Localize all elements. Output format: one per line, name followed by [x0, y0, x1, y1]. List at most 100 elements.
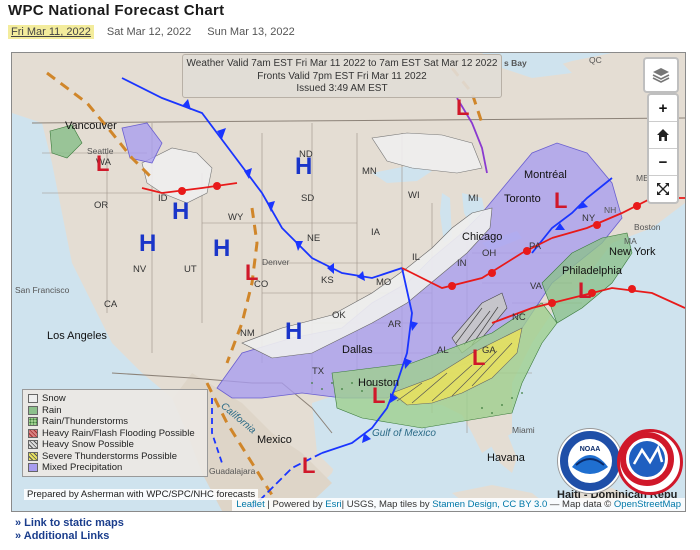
tab-sat[interactable]: Sat Mar 12, 2022 [106, 26, 192, 38]
state-mn: MN [362, 166, 377, 177]
severe-area [391, 327, 523, 406]
state-nd: ND [299, 149, 313, 160]
state-ar: AR [388, 319, 402, 330]
severe-hatch [396, 342, 513, 404]
label-new-york: New York [609, 246, 656, 258]
legend-item: Rain/Thunderstorms [28, 416, 202, 428]
bottom-links: » Link to static maps » Additional Links [15, 517, 124, 543]
legend-swatch [28, 440, 38, 450]
state-ca: CA [104, 299, 118, 310]
label-guadalajara: Guadalajara [209, 466, 256, 476]
noaa-logo[interactable]: NOAA [558, 429, 622, 493]
hudson-bay [482, 53, 572, 78]
legend-swatch [28, 417, 38, 427]
stamen-link[interactable]: Stamen Design, [432, 499, 500, 510]
state-me: ME [636, 173, 649, 183]
label-vancouver: Vancouver [65, 120, 117, 132]
label-qc: QC [589, 55, 602, 65]
legend-swatch [28, 463, 38, 473]
lake-michigan [440, 193, 452, 243]
zoom-out-button[interactable]: − [649, 149, 677, 176]
layers-button[interactable] [643, 57, 679, 93]
state-ia: IA [371, 227, 380, 238]
low-center-wa: L [96, 151, 110, 176]
cold-front-barbs [182, 99, 588, 443]
low-center-ny: L [554, 188, 568, 213]
state-tx: TX [312, 366, 325, 377]
additional-links-link[interactable]: » Additional Links [15, 530, 110, 542]
map-controls: + − [647, 93, 679, 204]
valid-line-1: Weather Valid 7am EST Fri Mar 11 2022 to… [186, 58, 498, 69]
state-pa: PA [529, 241, 541, 252]
home-icon [657, 129, 669, 141]
attribution-data: — Map data © [549, 499, 612, 510]
label-dallas: Dallas [342, 344, 373, 356]
state-co: CO [254, 279, 269, 290]
state-in: IN [457, 258, 467, 269]
static-maps-link[interactable]: » Link to static maps [15, 517, 124, 529]
low-center-ga: L [472, 345, 486, 370]
label-san-francisco: San Francisco [15, 285, 70, 295]
cc-link[interactable]: CC BY 3.0 [502, 499, 548, 510]
tab-sun[interactable]: Sun Mar 13, 2022 [207, 26, 295, 38]
state-ne: NE [307, 233, 321, 244]
attribution-usgs: | USGS, Map tiles by [341, 499, 430, 510]
snow-area-upper-midwest [371, 132, 483, 174]
label-mexico: Mexico [257, 434, 292, 446]
valid-line-3: Issued 3:49 AM EST [296, 83, 388, 94]
nws-logo[interactable] [617, 429, 683, 495]
rain-area-northwest [49, 124, 83, 159]
snow-area-great-lakes [241, 207, 493, 359]
troughs [46, 67, 484, 504]
low-center-mx: L [302, 453, 316, 478]
high-center-ut: H [213, 235, 231, 262]
map-attribution: Leaflet | Powered by Esri| USGS, Map til… [232, 498, 685, 511]
low-center-mi: L [456, 95, 470, 120]
osm-link[interactable]: OpenStreetMap [613, 499, 681, 510]
state-al: AL [437, 345, 449, 356]
state-wi: WI [408, 190, 420, 201]
state-ks: KS [321, 275, 334, 286]
forecast-map[interactable]: Vancouver Seattle San Francisco Los Ange… [11, 52, 686, 512]
state-or: OR [94, 200, 109, 211]
prepared-by: Prepared by Asherman with WPC/SPC/NHC fo… [24, 489, 259, 500]
legend-swatch [28, 428, 38, 438]
label-seattle: Seattle [87, 146, 114, 156]
label-havana: Havana [487, 452, 525, 464]
legend-label: Severe Thunderstorms Possible [42, 450, 177, 462]
legend-swatch [28, 451, 38, 461]
leaflet-link[interactable]: Leaflet [236, 499, 265, 510]
state-ut: UT [184, 264, 197, 275]
fullscreen-icon [657, 183, 669, 195]
label-los-angeles: Los Angeles [47, 330, 107, 342]
label-miami: Miami [512, 425, 535, 435]
state-oh: OH [482, 248, 497, 259]
legend-item: Severe Thunderstorms Possible [28, 451, 202, 463]
zoom-in-button[interactable]: + [649, 95, 677, 122]
label-philadelphia: Philadelphia [562, 265, 622, 277]
legend-label: Mixed Precipitation [42, 462, 123, 474]
state-ga: GA [482, 345, 496, 356]
map-legend: Snow Rain Rain/Thunderstorms Heavy Rain/… [22, 389, 208, 477]
esri-link[interactable]: Esri [325, 499, 342, 510]
legend-item: Snow [28, 393, 202, 405]
legend-label: Rain [42, 404, 62, 416]
fullscreen-button[interactable] [649, 176, 677, 202]
rain-stipple [311, 382, 523, 414]
tab-fri[interactable]: Fri Mar 11, 2022 [8, 25, 94, 39]
state-nv: NV [133, 264, 147, 275]
high-center-id: H [172, 198, 190, 225]
label-houston: Houston [358, 377, 399, 389]
legend-swatch [28, 394, 38, 404]
label-toronto: Toronto [504, 193, 541, 205]
noaa-logo-text: NOAA [580, 446, 601, 453]
state-wy: WY [228, 212, 244, 223]
legend-item: Mixed Precipitation [28, 462, 202, 474]
low-center-co: L [245, 260, 259, 285]
high-center-sd: H [295, 153, 313, 180]
state-id: ID [158, 193, 168, 204]
state-wa: WA [96, 157, 111, 168]
home-button[interactable] [649, 122, 677, 149]
state-nm: NM [240, 328, 255, 339]
label-gulf-of-mexico: Gulf of Mexico [372, 428, 436, 439]
